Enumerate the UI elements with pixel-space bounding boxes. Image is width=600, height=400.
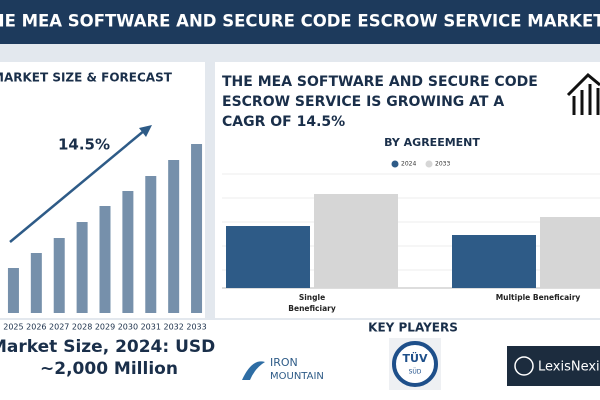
- trend-arrow: [9, 129, 146, 243]
- x-tick-label: 2027: [49, 323, 69, 332]
- bar: [452, 235, 536, 288]
- house-icon: [566, 72, 600, 115]
- lexisnexis-logo: [507, 346, 600, 386]
- chart-title: MARKET SIZE & FORECAST: [0, 71, 173, 85]
- legend-marker: [425, 160, 433, 168]
- chart-title: BY AGREEMENT: [384, 136, 480, 149]
- bar: [122, 191, 134, 313]
- bar: [540, 217, 600, 288]
- key-players-title: KEY PLAYERS: [368, 321, 458, 335]
- title-banner: [0, 0, 600, 44]
- growth-line: CAGR OF 14.5%: [222, 114, 345, 130]
- legend-label: 2033: [435, 161, 450, 168]
- bar: [145, 176, 157, 313]
- bar: [7, 268, 19, 313]
- x-tick-label: 2029: [95, 323, 115, 332]
- bar: [53, 238, 65, 313]
- tuv-logo: [392, 341, 438, 387]
- x-tick-label: 2025: [3, 323, 23, 332]
- market-size: ~2,000 Million: [40, 359, 178, 379]
- bar: [314, 194, 398, 288]
- bar: [76, 222, 88, 313]
- bar: [30, 253, 42, 313]
- x-tick-label: 2028: [72, 323, 92, 332]
- growth-line: THE MEA SOFTWARE AND SECURE CODE: [222, 74, 538, 90]
- bar: [99, 206, 111, 313]
- x-tick-label: 2032: [163, 323, 183, 332]
- growth-line: ESCROW SERVICE IS GROWING AT A: [222, 94, 504, 110]
- logo-text: LexisNexis: [538, 360, 600, 375]
- cagr-annotation: 14.5%: [58, 136, 110, 154]
- logo-text: IRON: [270, 356, 298, 369]
- bar: [168, 160, 180, 313]
- x-tick-label: Single Beneficiary: [288, 293, 336, 313]
- x-tick-label: 2026: [26, 323, 46, 332]
- arrow-head: [139, 125, 152, 137]
- legend-label: 2024: [401, 161, 416, 168]
- bar: [191, 144, 203, 313]
- x-tick-label: 2030: [118, 323, 138, 332]
- bottom-panel: [0, 320, 600, 400]
- x-tick-label: 2031: [141, 323, 161, 332]
- bar: [226, 226, 310, 288]
- legend-marker: [391, 160, 399, 168]
- logo-text: TÜV: [403, 351, 428, 365]
- iron-mountain-icon: [242, 361, 265, 380]
- page-title: THE MEA SOFTWARE AND SECURE CODE ESCROW …: [0, 12, 600, 31]
- lexis-icon: [514, 356, 534, 376]
- x-tick-label: 2033: [186, 323, 206, 332]
- logo-text: MOUNTAIN: [270, 371, 324, 382]
- logo-text: SÜD: [409, 369, 422, 376]
- x-tick-label: Multiple Beneficairy: [496, 293, 581, 302]
- market-size: Market Size, 2024: USD: [0, 337, 215, 357]
